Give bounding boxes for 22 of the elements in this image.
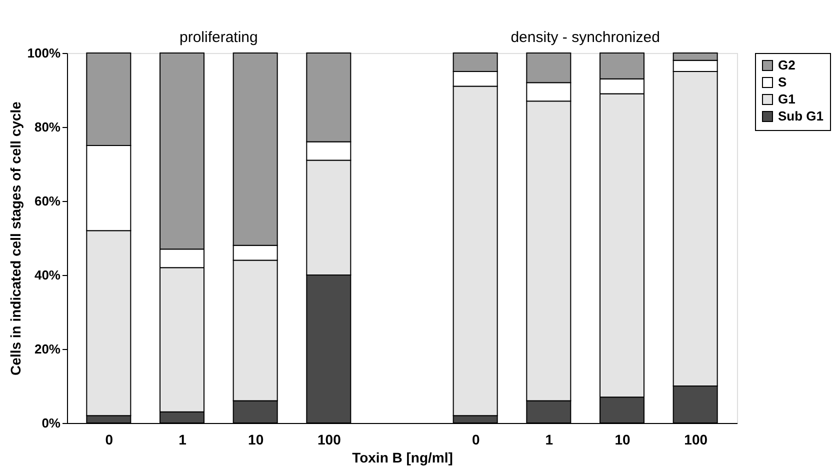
legend-label: S [778,74,787,90]
legend-label: G1 [778,92,796,106]
text: density - synchronized [510,29,660,46]
y-axis-title: Cells in indicated cell stages of cell cycle [7,101,24,376]
text: proliferating [179,29,258,46]
y-tick-label: 80% [34,120,61,134]
y-tick-label: 100% [27,46,61,60]
y-tick-label: 20% [34,342,61,356]
y-tick-label: 60% [34,194,61,208]
y-tick-label: 0% [42,416,61,430]
x-tick-label: 1 [178,432,187,448]
x-tick-label: 0 [105,432,114,448]
legend-label: G2 [778,58,796,72]
x-tick-label: 10 [248,432,264,448]
y-tick-label: 40% [34,268,61,282]
x-tick-label: 10 [614,432,630,448]
x-tick-label: 100 [317,432,342,448]
legend-label: Sub G1 [778,108,824,124]
x-tick-label: 100 [684,432,708,448]
x-tick-label: 0 [472,432,480,448]
x-axis-title: Toxin B [ng/ml] [352,450,453,466]
x-tick-label: 1 [545,432,554,448]
